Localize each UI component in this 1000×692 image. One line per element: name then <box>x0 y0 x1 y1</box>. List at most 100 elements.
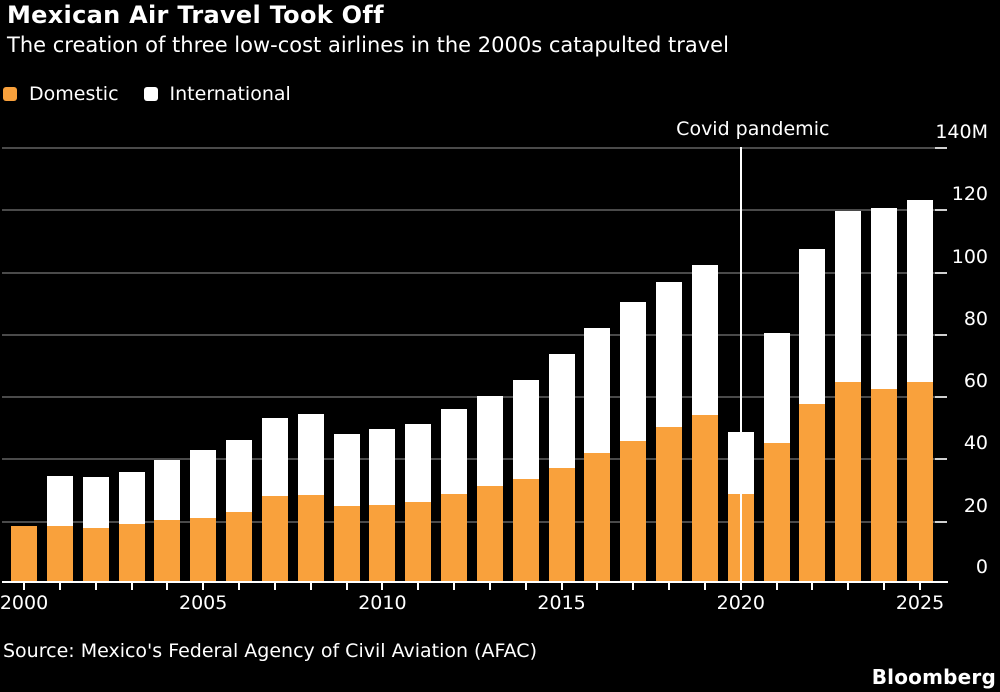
bar-2015-domestic <box>548 468 575 583</box>
x-axis-tick-2004 <box>166 583 169 590</box>
bar-2013-international <box>476 396 503 486</box>
x-axis-tick-2023 <box>847 583 850 590</box>
bar-2004-domestic <box>154 519 181 583</box>
gridline-60 <box>2 396 935 398</box>
chart-title: Mexican Air Travel Took Off <box>7 1 384 29</box>
y-axis-tick-40 <box>935 458 947 460</box>
bar-2014-domestic <box>512 478 539 583</box>
x-axis-tick-2009 <box>345 583 348 590</box>
x-axis-tick-2003 <box>130 583 133 590</box>
bar-2006-domestic <box>226 511 253 583</box>
bar-2024-domestic <box>871 388 898 583</box>
bar-2016-international <box>584 327 611 454</box>
x-axis-label-2015: 2015 <box>537 592 586 614</box>
bar-2005-domestic <box>190 518 217 583</box>
x-axis-tick-2008 <box>309 583 312 590</box>
bar-2010-domestic <box>369 504 396 583</box>
y-axis-label-20: 20 <box>963 495 988 517</box>
x-axis-tick-2021 <box>775 583 778 590</box>
bar-2012-domestic <box>441 493 468 583</box>
x-axis-tick-2017 <box>632 583 635 590</box>
bar-2007-domestic <box>261 496 288 583</box>
bar-2013-domestic <box>476 485 503 583</box>
x-axis-tick-2014 <box>524 583 527 590</box>
y-axis-tick-20 <box>935 521 947 523</box>
covid-annotation-label: Covid pandemic <box>676 118 830 140</box>
x-axis-tick-2018 <box>668 583 671 590</box>
x-axis-label-2020: 2020 <box>716 592 765 614</box>
bar-2002-domestic <box>82 527 109 583</box>
gridline-100 <box>2 272 935 274</box>
bar-2008-domestic <box>297 494 324 583</box>
y-axis-tick-60 <box>935 396 947 398</box>
x-axis-tick-2012 <box>453 583 456 590</box>
chart-legend: Domestic International <box>3 83 291 105</box>
bar-2004-international <box>154 459 181 520</box>
bar-2021-international <box>763 333 790 444</box>
bar-2016-domestic <box>584 453 611 583</box>
x-axis-tick-2024 <box>883 583 886 590</box>
y-axis-tick-100 <box>935 272 947 274</box>
y-axis-label-80: 80 <box>963 308 988 330</box>
bar-2018-domestic <box>656 426 683 583</box>
bar-2000-domestic <box>11 526 37 583</box>
x-axis-tick-2019 <box>703 583 706 590</box>
x-axis-tick-2016 <box>596 583 599 590</box>
bar-2024-international <box>871 207 898 389</box>
y-axis-tick-120 <box>935 209 947 211</box>
x-axis-tick-2025 <box>919 583 921 590</box>
x-axis-line <box>2 581 948 583</box>
bar-2008-international <box>297 413 324 495</box>
bar-2007-international <box>261 417 288 497</box>
bar-2011-domestic <box>405 501 432 583</box>
bar-2009-domestic <box>333 506 360 583</box>
bar-2022-domestic <box>799 403 826 583</box>
covid-annotation-line <box>739 147 742 583</box>
x-axis-tick-2007 <box>273 583 276 590</box>
x-axis-tick-2011 <box>417 583 420 590</box>
y-axis-label-40: 40 <box>963 432 988 454</box>
chart-subtitle: The creation of three low-cost airlines … <box>7 33 729 57</box>
y-axis-label-60: 60 <box>963 370 988 392</box>
x-axis-tick-2000 <box>23 583 25 590</box>
y-axis-label-100: 100 <box>951 246 988 268</box>
bar-2017-international <box>620 302 647 442</box>
bar-2006-international <box>226 440 253 512</box>
bar-2012-international <box>441 409 468 494</box>
x-axis-tick-2006 <box>238 583 241 590</box>
bloomberg-logo: Bloomberg <box>871 665 996 689</box>
y-axis-tick-80 <box>935 334 947 336</box>
x-axis-tick-2002 <box>94 583 97 590</box>
bar-2010-international <box>369 428 396 505</box>
bar-2014-international <box>512 379 539 479</box>
bar-2017-domestic <box>620 441 647 583</box>
legend-item-domestic: Domestic <box>3 83 119 105</box>
gridline-80 <box>2 334 935 336</box>
bar-2011-international <box>405 423 432 502</box>
x-axis-label-2000: 2000 <box>0 592 49 614</box>
bar-2009-international <box>333 434 360 507</box>
y-axis-label-120: 120 <box>951 183 988 205</box>
y-axis-label-0: 0 <box>975 556 988 578</box>
bar-2018-international <box>656 281 683 427</box>
y-axis-tick-140 <box>935 147 947 149</box>
x-axis-label-2025: 2025 <box>895 592 945 614</box>
bar-2025-domestic <box>907 382 933 583</box>
y-axis-label-140: 140M <box>935 121 988 143</box>
bar-2021-domestic <box>763 443 790 583</box>
legend-label-domestic: Domestic <box>29 83 119 105</box>
x-axis-tick-2005 <box>202 583 205 590</box>
x-axis-label-2010: 2010 <box>358 592 407 614</box>
bar-2003-domestic <box>118 523 145 583</box>
x-axis-tick-2022 <box>811 583 814 590</box>
x-axis-tick-2015 <box>560 583 563 590</box>
bar-2003-international <box>118 471 145 524</box>
bar-2001-international <box>46 476 73 526</box>
source-note: Source: Mexico's Federal Agency of Civil… <box>3 640 537 662</box>
x-axis-tick-2013 <box>488 583 491 590</box>
bar-2023-international <box>835 210 862 383</box>
x-axis-tick-2010 <box>381 583 384 590</box>
bar-2019-domestic <box>691 414 718 583</box>
